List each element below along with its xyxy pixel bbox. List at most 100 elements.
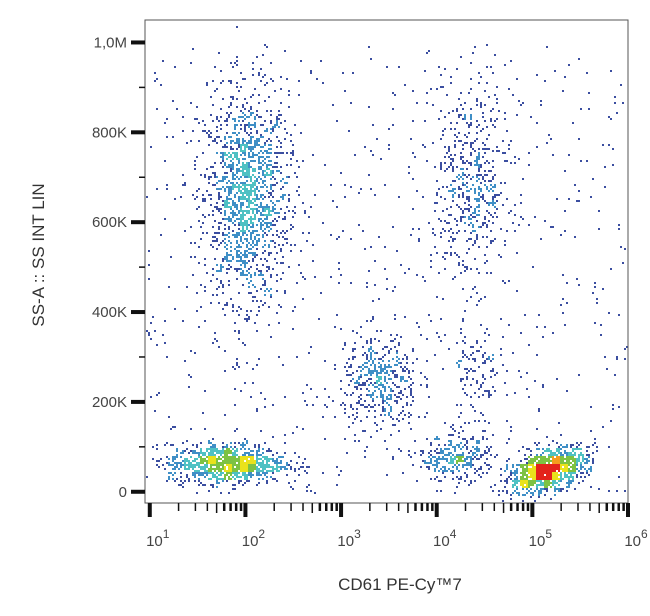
event-point xyxy=(216,482,218,484)
event-point xyxy=(570,458,572,460)
event-point xyxy=(432,232,434,234)
event-point xyxy=(396,400,398,402)
event-point xyxy=(202,452,204,454)
event-point xyxy=(282,186,284,188)
event-point xyxy=(182,174,184,176)
event-point xyxy=(238,142,240,144)
event-point xyxy=(222,446,224,448)
event-point xyxy=(234,478,236,480)
event-point xyxy=(522,446,524,448)
event-point xyxy=(252,208,254,210)
event-point xyxy=(536,454,538,456)
event-point xyxy=(372,300,374,302)
event-point xyxy=(370,320,372,322)
event-point xyxy=(346,374,348,376)
event-point xyxy=(486,82,488,84)
event-point xyxy=(554,476,556,478)
event-point xyxy=(246,442,248,444)
event-point xyxy=(376,396,378,398)
event-point xyxy=(576,458,578,460)
event-point xyxy=(254,254,256,256)
event-point xyxy=(212,458,214,460)
event-point xyxy=(548,474,550,476)
event-point xyxy=(222,442,224,444)
event-point xyxy=(152,458,154,460)
event-point xyxy=(366,406,368,408)
event-point xyxy=(280,232,282,234)
event-point xyxy=(242,158,244,160)
event-point xyxy=(254,286,256,288)
event-point xyxy=(250,280,252,282)
event-point xyxy=(378,380,380,382)
event-point xyxy=(268,324,270,326)
event-point xyxy=(462,212,464,214)
event-point xyxy=(572,480,574,482)
event-point xyxy=(224,452,226,454)
event-point xyxy=(246,220,248,222)
event-point xyxy=(258,94,260,96)
event-point xyxy=(556,466,558,468)
event-point xyxy=(234,212,236,214)
event-point xyxy=(230,466,232,468)
event-point xyxy=(532,492,534,494)
event-point xyxy=(534,476,536,478)
event-point xyxy=(248,194,250,196)
event-point xyxy=(352,408,354,410)
event-point xyxy=(370,356,372,358)
event-point xyxy=(248,142,250,144)
event-point xyxy=(240,470,242,472)
event-point xyxy=(278,114,280,116)
event-point xyxy=(582,454,584,456)
event-point xyxy=(468,126,470,128)
event-point xyxy=(442,228,444,230)
event-point xyxy=(234,174,236,176)
event-point xyxy=(172,478,174,480)
event-point xyxy=(236,164,238,166)
event-point xyxy=(378,372,380,374)
event-point xyxy=(424,146,426,148)
event-point xyxy=(258,478,260,480)
event-point xyxy=(184,462,186,464)
event-point xyxy=(230,190,232,192)
event-point xyxy=(264,280,266,282)
event-point xyxy=(486,272,488,274)
event-point xyxy=(286,230,288,232)
event-point xyxy=(230,136,232,138)
event-point xyxy=(250,474,252,476)
event-point xyxy=(510,140,512,142)
event-point xyxy=(530,488,532,490)
event-point xyxy=(246,228,248,230)
event-point xyxy=(244,470,246,472)
event-point xyxy=(476,220,478,222)
event-point xyxy=(200,462,202,464)
event-point xyxy=(534,472,536,474)
event-point xyxy=(458,446,460,448)
event-point xyxy=(464,216,466,218)
event-point xyxy=(210,460,212,462)
event-point xyxy=(250,188,252,190)
event-point xyxy=(260,218,262,220)
event-point xyxy=(250,218,252,220)
event-point xyxy=(238,160,240,162)
event-point xyxy=(274,246,276,248)
event-point xyxy=(528,456,530,458)
event-point xyxy=(516,252,518,254)
event-point xyxy=(554,490,556,492)
event-point xyxy=(234,156,236,158)
event-point xyxy=(372,406,374,408)
event-point xyxy=(490,242,492,244)
event-point xyxy=(490,170,492,172)
event-point xyxy=(370,358,372,360)
event-point xyxy=(484,174,486,176)
event-point xyxy=(226,480,228,482)
event-point xyxy=(356,388,358,390)
event-point xyxy=(506,478,508,480)
event-point xyxy=(532,266,534,268)
event-point xyxy=(228,220,230,222)
event-point xyxy=(214,174,216,176)
event-point xyxy=(492,196,494,198)
event-point xyxy=(244,186,246,188)
event-point xyxy=(370,396,372,398)
event-point xyxy=(234,204,236,206)
event-point xyxy=(482,224,484,226)
